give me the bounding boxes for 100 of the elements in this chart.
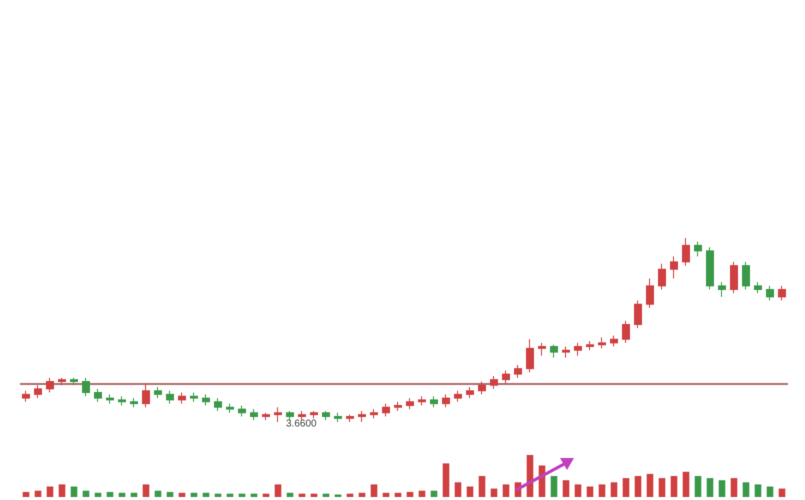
- bar: [214, 494, 222, 497]
- candlestick: [70, 377, 78, 386]
- bar: [370, 484, 378, 497]
- candlestick: [142, 382, 150, 408]
- candlestick: [682, 238, 690, 266]
- bar: [562, 480, 570, 497]
- candlestick: [298, 410, 306, 421]
- candlestick: [94, 388, 102, 402]
- bar: [622, 478, 630, 497]
- annotation: 3.6600: [286, 418, 318, 430]
- bar: [598, 484, 606, 497]
- candlestick: [178, 392, 186, 404]
- bar: [682, 472, 690, 497]
- bar: [274, 484, 282, 497]
- candlestick: [526, 338, 534, 373]
- candlestick: [166, 390, 174, 404]
- bar: [490, 488, 498, 497]
- bar: [742, 482, 750, 497]
- bar: [106, 492, 114, 497]
- bar: [178, 492, 186, 497]
- bar: [526, 455, 534, 497]
- candlestick: [22, 390, 30, 402]
- bar: [262, 494, 270, 497]
- candlestick: [754, 282, 762, 294]
- candlestick: [646, 278, 654, 308]
- candlestick: [274, 406, 282, 422]
- candlestick: [430, 396, 438, 408]
- bar: [502, 484, 510, 497]
- bar: [154, 490, 162, 497]
- bar: [310, 494, 318, 497]
- bar: [406, 492, 414, 497]
- candlestick: [418, 396, 426, 406]
- candlestick: [250, 408, 258, 421]
- candlestick: [58, 377, 66, 386]
- candlestick: [382, 403, 390, 417]
- candlestick: [442, 394, 450, 408]
- bar: [442, 463, 450, 497]
- candlestick: [694, 241, 702, 257]
- candlestick: [154, 386, 162, 399]
- bar: [34, 490, 42, 497]
- candlestick: [238, 404, 246, 417]
- candlestick: [358, 410, 366, 422]
- candlestick: [490, 376, 498, 390]
- candlestick: [130, 398, 138, 408]
- candlestick: [778, 285, 786, 302]
- candlestick: [46, 377, 54, 394]
- candlestick: [610, 335, 618, 348]
- bar: [130, 492, 138, 497]
- candlestick: [310, 410, 318, 419]
- candlestick: [346, 414, 354, 422]
- bar: [694, 476, 702, 497]
- candlestick: [214, 398, 222, 412]
- candlestick: [574, 342, 582, 356]
- candlestick: [550, 344, 558, 358]
- candlestick: [226, 403, 234, 414]
- bar: [322, 494, 330, 497]
- bar: [394, 492, 402, 497]
- bar: [754, 484, 762, 497]
- bar: [478, 476, 486, 497]
- candlestick: [622, 320, 630, 344]
- candlestick: [658, 263, 666, 290]
- candlestick: [718, 282, 726, 298]
- candlestick: [598, 336, 606, 349]
- candlestick: [406, 398, 414, 410]
- candlestick: [766, 285, 774, 302]
- bar: [706, 478, 714, 497]
- bar: [646, 474, 654, 497]
- candlestick: [586, 340, 594, 351]
- bar: [22, 492, 30, 497]
- bar: [238, 494, 246, 497]
- candlestick: [562, 346, 570, 358]
- bar: [550, 476, 558, 497]
- candlestick: [502, 370, 510, 384]
- candlestick: [334, 412, 342, 422]
- bar: [418, 490, 426, 497]
- bar: [202, 492, 210, 497]
- bar: [658, 478, 666, 497]
- candlestick: [286, 410, 294, 421]
- bar: [778, 488, 786, 497]
- candlestick: [262, 412, 270, 421]
- bar: [718, 480, 726, 497]
- candlestick: [82, 377, 90, 397]
- bar: [226, 494, 234, 497]
- bar: [46, 486, 54, 497]
- candlestick: [34, 384, 42, 399]
- bar: [58, 484, 66, 497]
- candlestick: [118, 396, 126, 406]
- candlestick: [190, 392, 198, 402]
- bar: [358, 492, 366, 497]
- bar: [574, 484, 582, 497]
- bar: [94, 492, 102, 497]
- bar: [166, 492, 174, 497]
- candlestick: [466, 386, 474, 399]
- candlestick: [478, 381, 486, 395]
- bar: [70, 486, 78, 497]
- bar: [634, 476, 642, 497]
- candlestick: [370, 408, 378, 419]
- bar: [142, 484, 150, 497]
- candlestick: [730, 261, 738, 294]
- candlestick: [322, 410, 330, 421]
